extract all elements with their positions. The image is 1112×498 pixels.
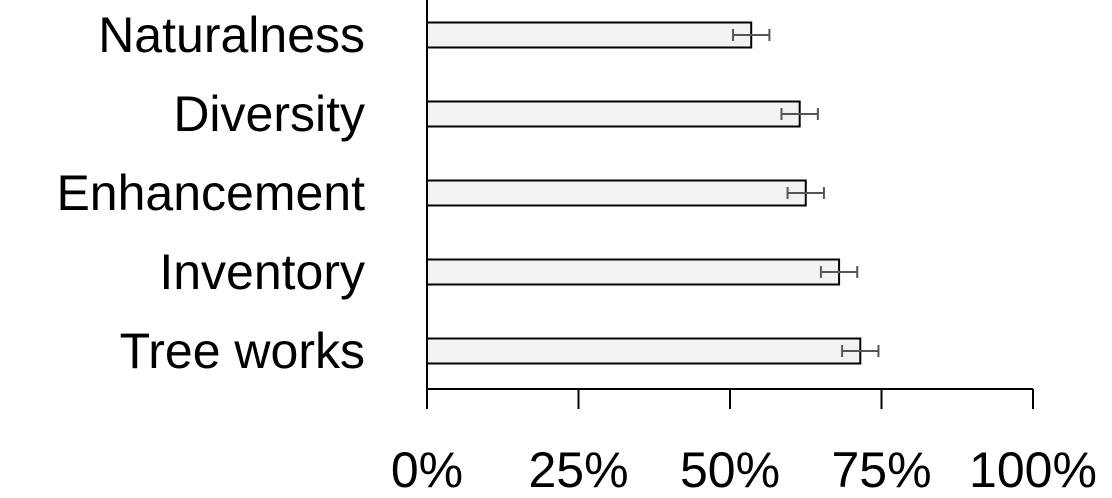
error-bars-layer bbox=[732, 29, 880, 357]
error-bar-diversity bbox=[780, 108, 819, 120]
category-label-tree-works: Tree works bbox=[120, 323, 365, 379]
bar-naturalness bbox=[426, 21, 753, 49]
bar-inventory bbox=[426, 258, 841, 286]
category-label-diversity: Diversity bbox=[173, 86, 365, 142]
error-bar-enhancement bbox=[786, 187, 825, 199]
error-bar-naturalness bbox=[732, 29, 771, 41]
x-tick-label-25: 25% bbox=[528, 442, 628, 498]
bar-tree-works bbox=[426, 337, 862, 365]
error-bar-tree-works bbox=[841, 345, 880, 357]
category-label-naturalness: Naturalness bbox=[98, 7, 365, 63]
category-label-enhancement: Enhancement bbox=[56, 165, 365, 221]
error-bar-inventory bbox=[819, 266, 859, 278]
x-tick-label-0: 0% bbox=[391, 442, 463, 498]
axis-layer bbox=[426, 0, 1034, 409]
x-tick-label-50: 50% bbox=[680, 442, 780, 498]
bars-layer bbox=[426, 21, 862, 365]
category-label-inventory: Inventory bbox=[159, 244, 365, 300]
x-tick-label-100: 100% bbox=[969, 442, 1097, 498]
bar-diversity bbox=[426, 100, 801, 128]
labels-layer: Naturalness Diversity Enhancement Inventory… bbox=[56, 7, 1096, 498]
x-tick-label-75: 75% bbox=[831, 442, 931, 498]
bar-enhancement bbox=[426, 179, 807, 207]
